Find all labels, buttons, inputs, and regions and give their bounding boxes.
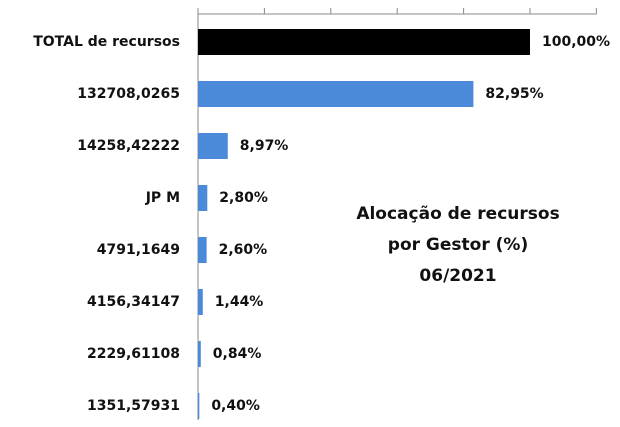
value-label: 82,95% — [485, 86, 543, 102]
value-label: 2,80% — [219, 190, 268, 206]
category-label: 2229,61108 — [87, 346, 180, 362]
category-label: 4791,1649 — [97, 242, 180, 258]
category-label: 132708,0265 — [77, 86, 180, 102]
chart-title: 06/2021 — [419, 266, 496, 286]
bar — [198, 341, 201, 367]
value-label: 2,60% — [219, 242, 268, 258]
bar — [198, 185, 208, 211]
category-label: TOTAL de recursos — [33, 34, 180, 50]
value-label: 0,40% — [211, 398, 260, 414]
category-label: 14258,42222 — [77, 138, 180, 154]
bar — [198, 29, 530, 55]
chart-title: por Gestor (%) — [388, 235, 528, 255]
bar — [198, 81, 474, 107]
category-label: JP M — [145, 190, 180, 206]
category-label: 4156,34147 — [87, 294, 180, 310]
value-label: 100,00% — [542, 34, 610, 50]
bar — [198, 289, 203, 315]
bar — [198, 393, 200, 419]
category-label: 1351,57931 — [87, 398, 180, 414]
bar — [198, 133, 228, 159]
value-label: 8,97% — [240, 138, 289, 154]
chart-title: Alocação de recursos — [356, 204, 559, 224]
value-label: 1,44% — [215, 294, 264, 310]
value-label: 0,84% — [213, 346, 262, 362]
bar — [198, 237, 207, 263]
